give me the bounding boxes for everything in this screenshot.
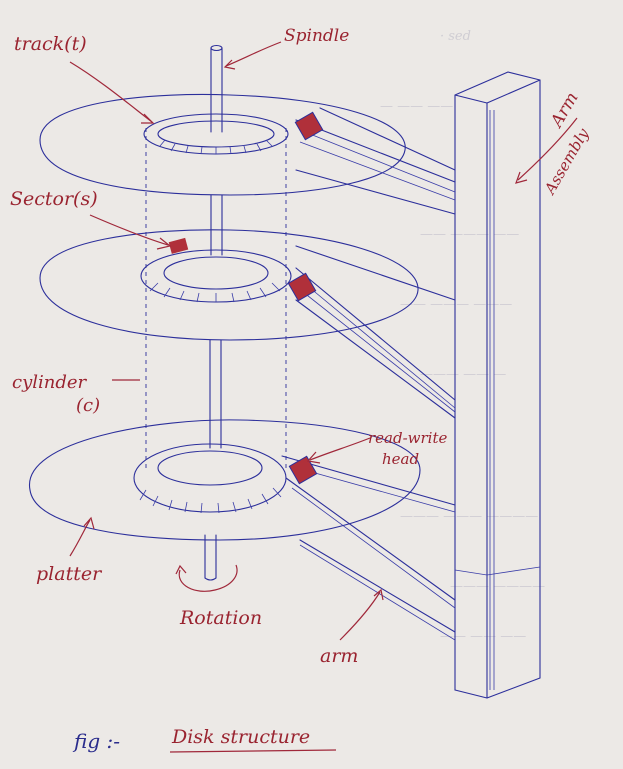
svg-text:· sed: · sed	[440, 29, 471, 44]
platter-1-track-sectors	[159, 139, 273, 155]
arm-2	[295, 245, 456, 419]
arm-3	[281, 455, 456, 641]
label-spindle: Spindle	[284, 26, 349, 46]
svg-text:——— ——— ————: ——— ——— ————	[400, 509, 538, 524]
platter-3	[29, 419, 421, 541]
label-arm-assembly-line2: Assembly	[540, 125, 593, 199]
caption-title: Disk structure	[171, 726, 310, 748]
caption-prefix: fig :-	[72, 729, 120, 753]
paper-bleed-through: · sed — —— —— —— ——— —— —— ——— ——— ——— —…	[380, 29, 545, 644]
read-write-head-3	[288, 455, 318, 485]
label-leaders	[69, 41, 578, 641]
platter-1	[39, 93, 406, 196]
arm-1	[295, 107, 456, 215]
platter-2	[39, 229, 419, 341]
label-read-write-line1: read-write	[368, 429, 447, 447]
svg-text:——— —— —: ——— —— —	[420, 367, 506, 382]
sector-marker	[168, 237, 189, 254]
svg-text:— —— ——: — —— ——	[380, 99, 453, 114]
arm-assembly-column	[454, 71, 541, 699]
platter-2-track-sectors	[149, 282, 281, 303]
cylinder-outline	[145, 128, 287, 470]
svg-text:—— ——— ——: —— ——— ——	[420, 227, 519, 242]
svg-text:——— ————: ——— ————	[450, 579, 545, 594]
label-cylinder-line2: (c)	[76, 395, 100, 416]
platter-3-track-sectors	[139, 487, 282, 514]
spindle	[204, 44, 223, 581]
label-cylinder-line1: cylinder	[12, 372, 88, 393]
figure-caption: fig :- Disk structure	[72, 726, 337, 753]
label-rotation: Rotation	[179, 607, 262, 629]
arms	[281, 107, 456, 641]
svg-text:—— —— ——: —— —— ——	[440, 629, 526, 644]
rotation-arrow-icon	[175, 564, 238, 592]
label-platter: platter	[36, 563, 103, 585]
read-write-heads	[287, 111, 324, 485]
label-sector: Sector(s)	[10, 188, 98, 210]
label-arm: arm	[320, 645, 358, 667]
label-track: track(t)	[14, 33, 87, 55]
read-write-head-2	[287, 272, 317, 302]
read-write-head-1	[294, 111, 324, 141]
caption-underline	[169, 749, 337, 753]
svg-text:—— ——— ———: —— ——— ———	[400, 297, 512, 312]
label-read-write-line2: head	[382, 450, 419, 468]
